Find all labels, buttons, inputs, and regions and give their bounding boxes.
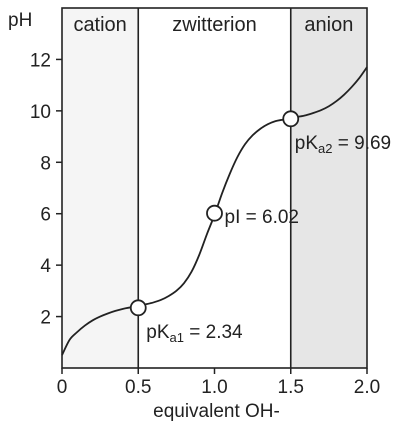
x-tick-label-1.5: 1.5 <box>278 377 304 398</box>
regions-layer <box>62 8 367 368</box>
region-anion <box>290 8 367 368</box>
region-label-zwitterion: zwitterion <box>172 14 256 36</box>
region-zwitterion <box>138 8 291 368</box>
annotation-value-0: = 2.34 <box>184 322 243 343</box>
annotation-1: pI = 6.02 <box>225 207 299 228</box>
marker-point-2 <box>282 110 300 128</box>
x-tick-label-0: 0 <box>57 377 68 398</box>
region-label-cation: cation <box>73 14 126 36</box>
x-tick-label-1.0: 1.0 <box>201 377 227 398</box>
y-tick-label-8: 8 <box>40 153 51 174</box>
y-tick-label-4: 4 <box>40 256 51 277</box>
annotation-main-1: pI = 6.02 <box>225 207 299 228</box>
x-axis-title: equivalent OH- <box>153 401 280 422</box>
annotation-0: pKa1 = 2.34 <box>146 322 243 345</box>
annotation-main-2: pK <box>295 133 319 154</box>
points-layer <box>129 110 300 317</box>
y-tick-label-2: 2 <box>40 308 51 329</box>
y-tick-label-10: 10 <box>30 102 51 123</box>
x-tick-label-0.5: 0.5 <box>125 377 151 398</box>
x-tick-label-2.0: 2.0 <box>354 377 380 398</box>
annotation-value-2: = 9.69 <box>332 133 391 154</box>
y-tick-label-6: 6 <box>40 205 51 226</box>
ticks-layer: 2 4 6 8 10 12 0 0.5 1.0 1.5 2.0 <box>30 50 380 398</box>
region-label-anion: anion <box>304 14 353 36</box>
annotation-sub-0: a1 <box>170 330 184 345</box>
marker-point-1 <box>206 204 223 222</box>
annotation-2: pKa2 = 9.69 <box>295 133 391 156</box>
region-cation <box>62 8 139 368</box>
y-tick-label-12: 12 <box>30 50 51 71</box>
annotation-main-0: pK <box>146 322 170 343</box>
y-axis-title: pH <box>8 10 32 31</box>
annotation-sub-2: a2 <box>318 141 332 156</box>
marker-point-0 <box>129 299 147 317</box>
